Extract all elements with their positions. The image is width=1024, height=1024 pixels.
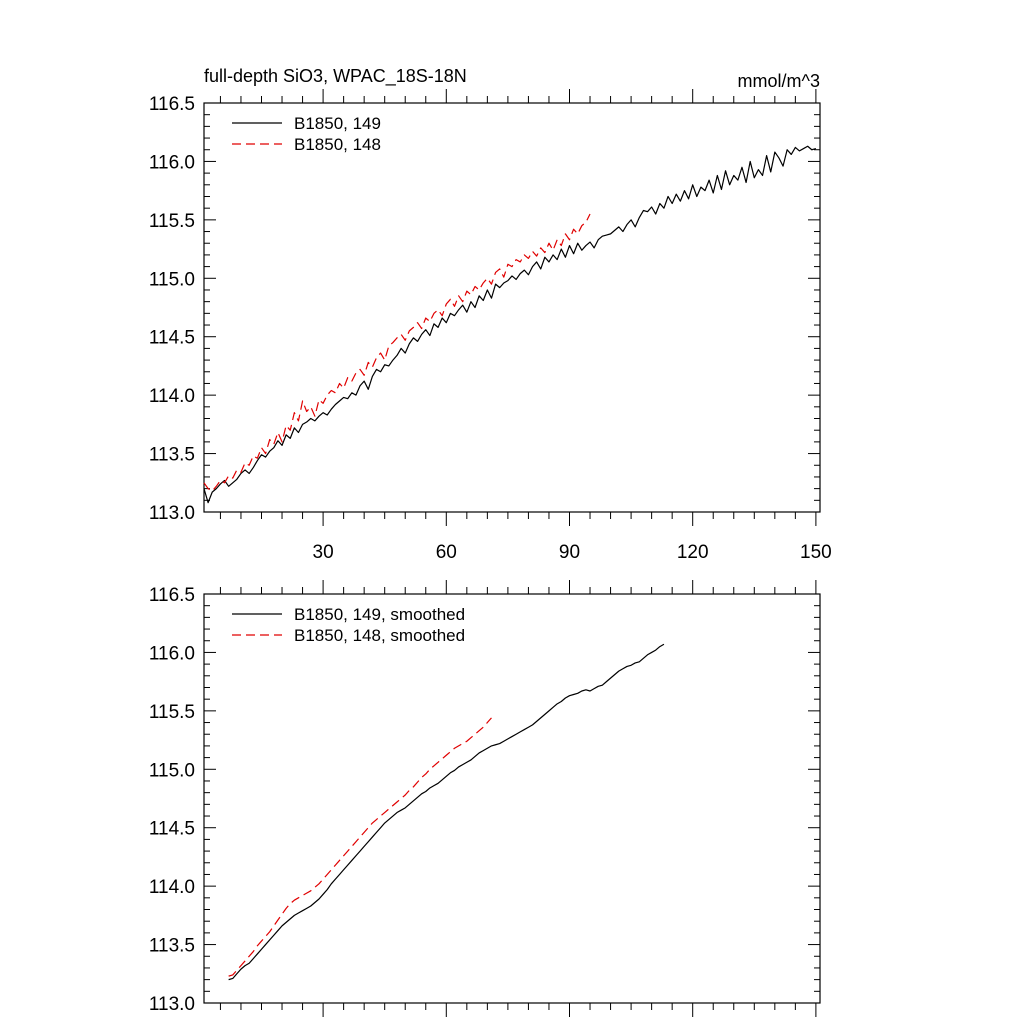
y-tick-label: 113.5 [149,445,195,466]
x-tick-label: 120 [677,542,709,563]
plot-frame [203,593,821,1004]
legend-label: B1850, 149 [294,114,381,133]
y-tick-label: 114.5 [149,819,195,840]
chart-units: mmol/m^3 [738,71,820,91]
series-line-0 [228,643,665,981]
y-tick-label: 115.0 [149,760,195,781]
y-tick-label: 116.5 [149,585,195,606]
top-panel: 113.0 113.5 114.0 114.5 115.0 115.5 116.0 116.5… [149,89,832,563]
y-tick-label: 113.5 [149,936,195,957]
series-line-1 [203,213,591,492]
y-tick-label: 116.5 [149,94,195,115]
x-tick-label: 30 [313,542,334,563]
series-line-1 [228,717,492,977]
x-tick-label: 90 [559,542,580,563]
y-tick-label: 116.0 [149,643,195,664]
chart-title: full-depth SiO3, WPAC_18S-18N [204,66,467,87]
plot-frame [203,102,821,513]
legend-label: B1850, 148 [294,135,381,154]
y-tick-label: 116.0 [149,152,195,173]
y-tick-label: 115.5 [149,211,195,232]
legend-label: B1850, 149, smoothed [294,605,465,624]
y-tick-label: 115.0 [149,269,195,290]
y-tick-label: 114.0 [149,877,195,898]
series-line-0 [203,145,817,504]
x-tick-label: 150 [800,542,832,563]
y-tick-label: 114.5 [149,328,195,349]
y-tick-label: 113.0 [149,994,195,1015]
legend-label: B1850, 148, smoothed [294,626,465,645]
x-tick-label: 60 [436,542,457,563]
bottom-panel: 113.0 113.5 114.0 114.5 115.0 115.5 116.0 116.5… [149,580,821,1017]
y-tick-label: 113.0 [149,503,195,524]
y-tick-label: 114.0 [149,386,195,407]
y-tick-label: 115.5 [149,702,195,723]
